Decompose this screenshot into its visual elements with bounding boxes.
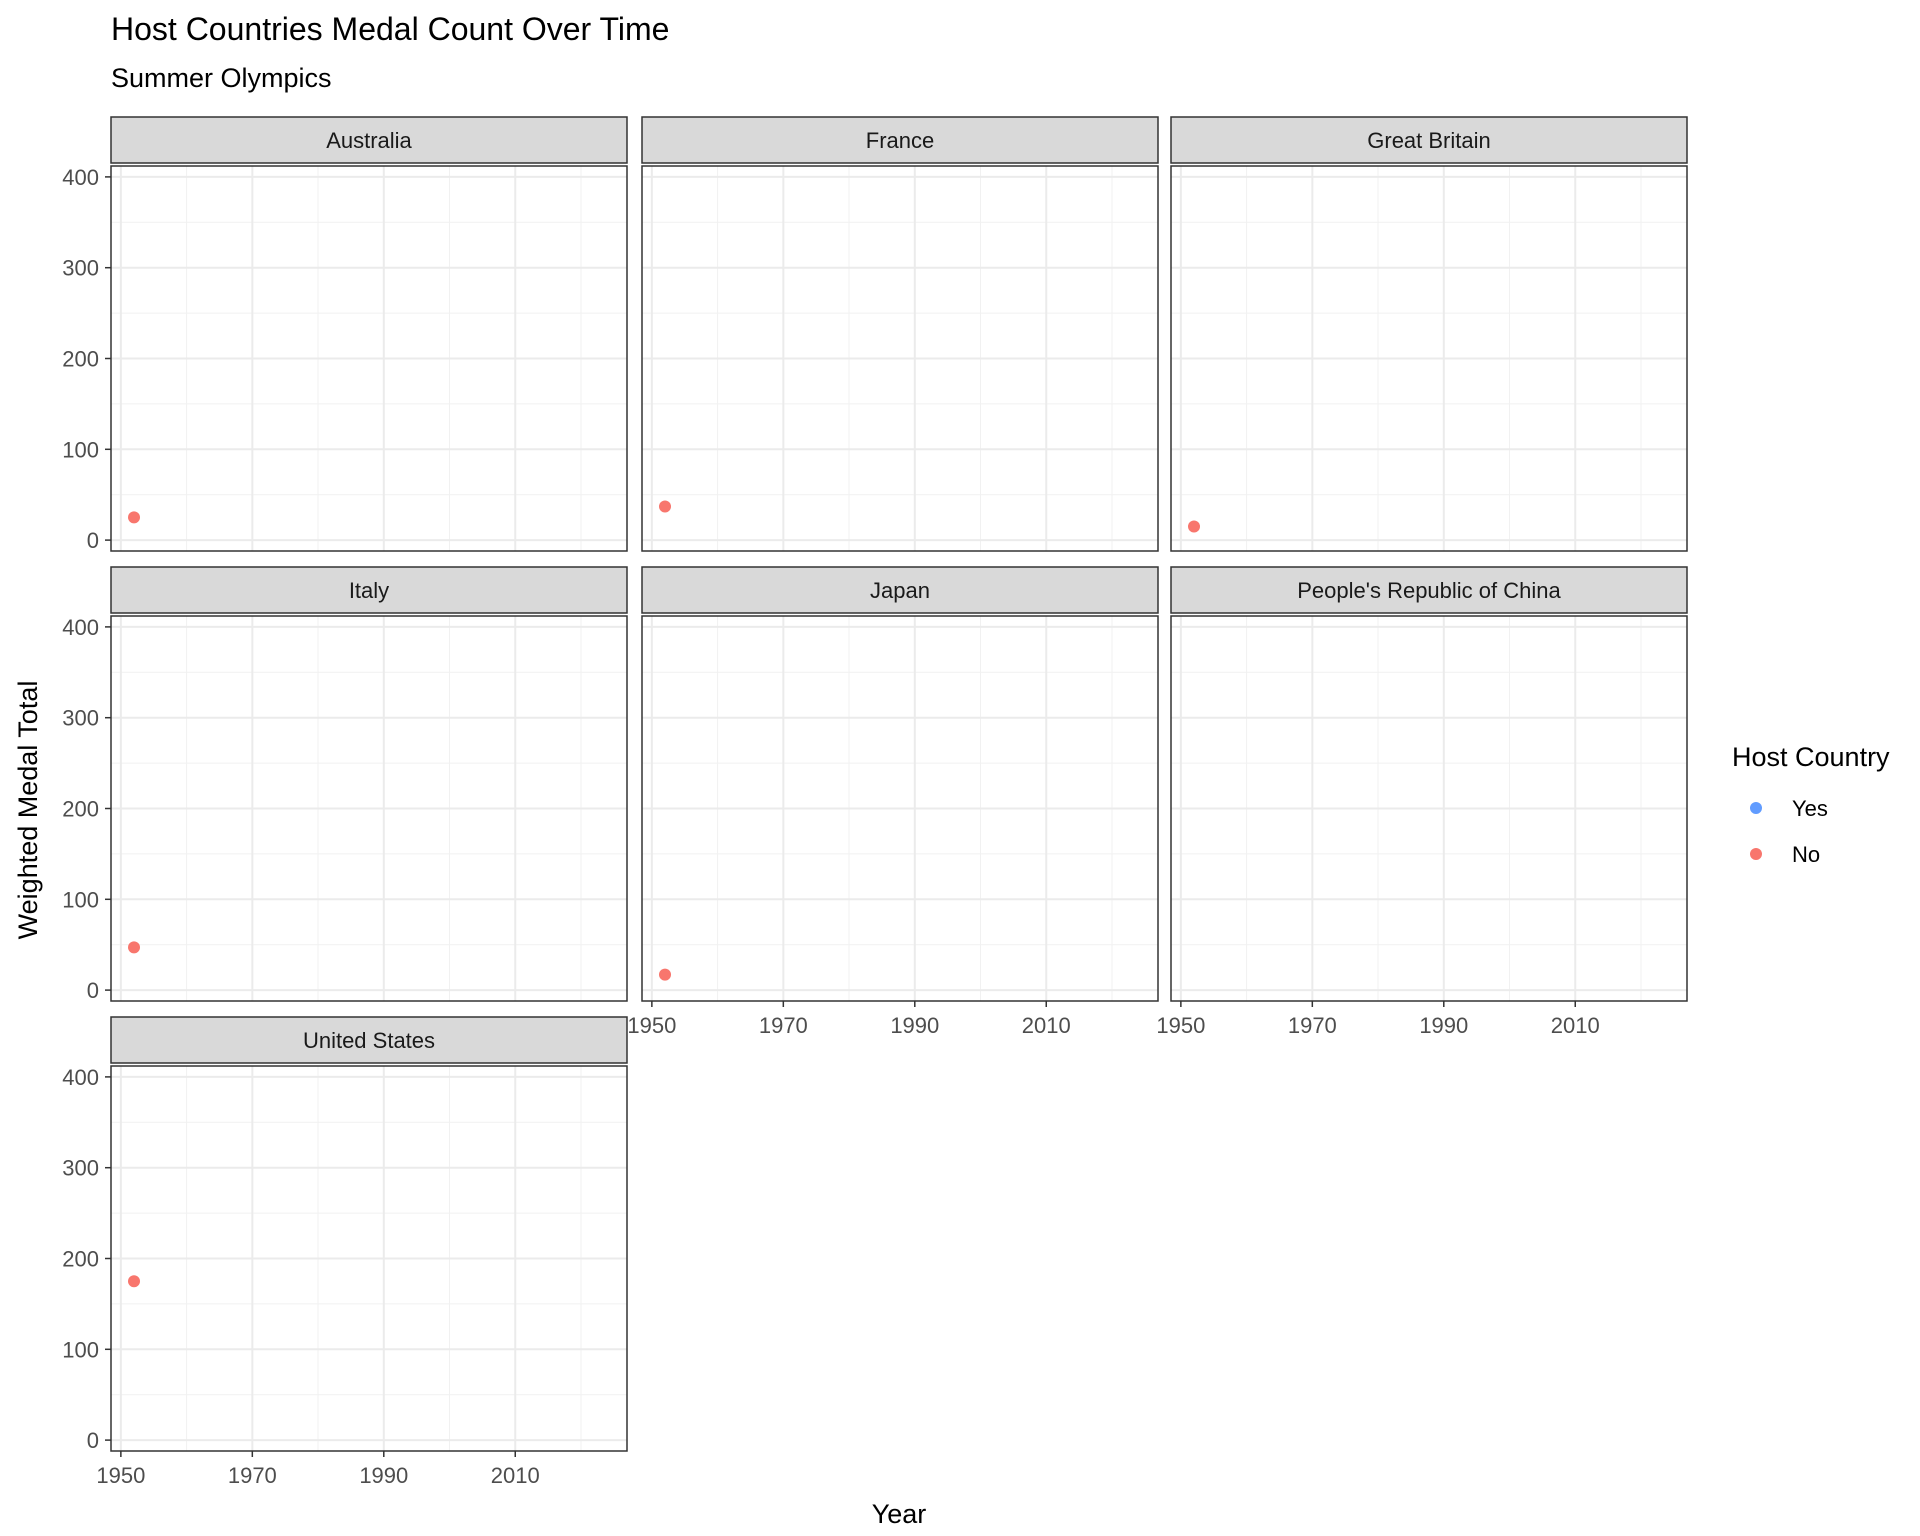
facet-australia: Australia 0 100 200 300 400 [62, 116, 628, 553]
y-tick-label: 300 [62, 1156, 99, 1181]
facet-japan: Japan 1950 1970 1990 2010 [627, 566, 1159, 1038]
legend-label-no: No [1792, 842, 1820, 867]
x-tick-label: 2010 [491, 1463, 540, 1488]
x-tick-label: 1970 [759, 1013, 808, 1038]
panel-border [641, 615, 1159, 1002]
facet-strip [641, 566, 1159, 614]
facet-strip-label: Great Britain [1367, 128, 1491, 153]
y-tick-label: 200 [62, 797, 99, 822]
facet-strip-label: United States [303, 1028, 435, 1053]
facet-strip [641, 116, 1159, 164]
data-point [128, 1275, 141, 1288]
y-tick-label: 400 [62, 1065, 99, 1090]
facet-italy: Italy 0 100 200 300 400 [62, 566, 628, 1003]
y-tick-label: 100 [62, 887, 99, 912]
facet-panels: Australia 0 100 200 300 400 France Great Britai… [62, 116, 1688, 1488]
facet-strip-label: People's Republic of China [1297, 578, 1561, 603]
x-tick-label: 1990 [890, 1013, 939, 1038]
y-tick-label: 300 [62, 706, 99, 731]
data-point [1188, 520, 1201, 533]
y-tick-label: 0 [87, 528, 99, 553]
data-point [128, 511, 141, 524]
y-tick-label: 300 [62, 256, 99, 281]
panel-border [641, 165, 1159, 552]
legend-label-yes: Yes [1792, 796, 1828, 821]
facet-people-s-republic-of-china: People's Republic of China 1950 1970 1990 20… [1156, 566, 1688, 1038]
y-tick-label: 200 [62, 347, 99, 372]
chart-subtitle: Summer Olympics [111, 63, 332, 93]
facet-strip-label: France [866, 128, 934, 153]
y-tick-label: 0 [87, 978, 99, 1003]
x-tick-label: 1970 [228, 1463, 277, 1488]
x-axis-title: Year [872, 1499, 927, 1529]
y-tick-label: 100 [62, 437, 99, 462]
facet-united-states: United States 0 100 200 300 400 1950 1970 1990 20… [62, 1016, 628, 1488]
facet-strip-label: Australia [326, 128, 412, 153]
x-tick-label: 2010 [1022, 1013, 1071, 1038]
data-point [128, 941, 141, 954]
facet-strip [110, 1016, 628, 1064]
facet-strip [1170, 566, 1688, 614]
x-tick-label: 2010 [1551, 1013, 1600, 1038]
facet-strip-label: Japan [870, 578, 930, 603]
legend-title: Host Country [1732, 742, 1890, 772]
legend-key-no [1750, 848, 1762, 860]
x-tick-label: 1950 [627, 1013, 676, 1038]
x-tick-label: 1950 [96, 1463, 145, 1488]
facet-great-britain: Great Britain [1170, 116, 1688, 552]
x-tick-label: 1990 [359, 1463, 408, 1488]
chart-title: Host Countries Medal Count Over Time [111, 11, 669, 47]
facet-strip [1170, 116, 1688, 164]
legend: Host Country Yes No [1732, 742, 1890, 867]
facet-france: France [641, 116, 1159, 552]
x-tick-label: 1990 [1419, 1013, 1468, 1038]
panel-border [1170, 165, 1688, 552]
facet-strip-label: Italy [349, 578, 389, 603]
y-tick-label: 400 [62, 615, 99, 640]
data-point [659, 968, 672, 981]
y-tick-label: 100 [62, 1337, 99, 1362]
legend-key-yes [1750, 802, 1762, 814]
facet-strip [110, 566, 628, 614]
y-axis-title: Weighted Medal Total [13, 681, 43, 940]
facet-strip [110, 116, 628, 164]
panel-border [1170, 615, 1688, 1002]
y-tick-label: 400 [62, 165, 99, 190]
data-point [659, 500, 672, 513]
y-tick-label: 0 [87, 1428, 99, 1453]
x-tick-label: 1950 [1156, 1013, 1205, 1038]
y-tick-label: 200 [62, 1247, 99, 1272]
x-tick-label: 1970 [1288, 1013, 1337, 1038]
